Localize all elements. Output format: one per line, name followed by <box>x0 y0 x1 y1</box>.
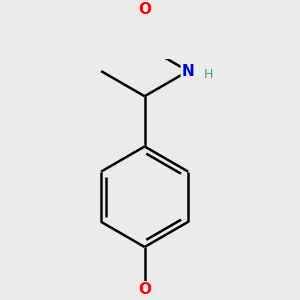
Text: O: O <box>138 2 151 17</box>
Text: N: N <box>182 64 194 79</box>
Text: H: H <box>203 68 213 81</box>
Text: O: O <box>138 282 151 297</box>
